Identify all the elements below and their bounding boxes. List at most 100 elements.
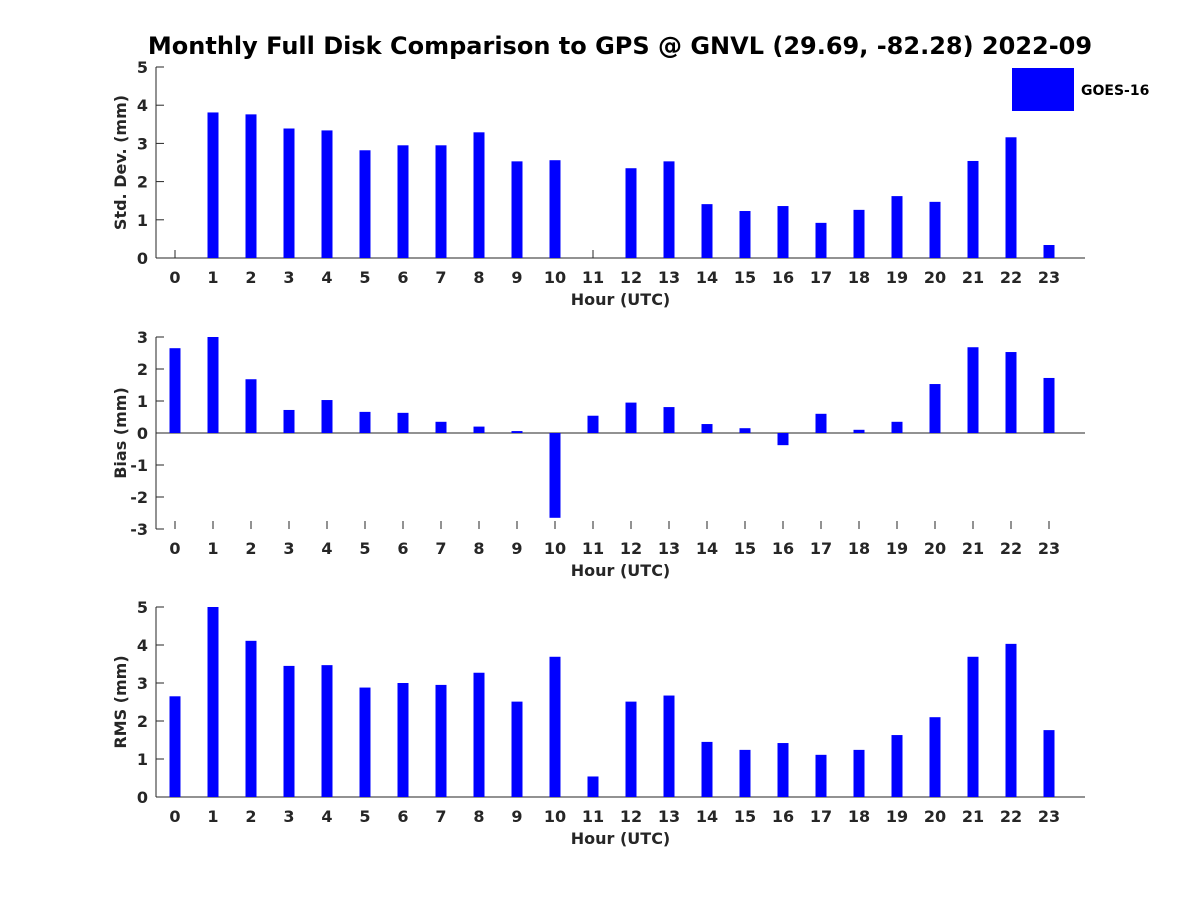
bar-hour-2 [245,640,257,797]
bar-hour-23 [1043,377,1055,433]
x-tick-label: 19 [886,539,908,558]
x-tick-label: 12 [620,268,642,287]
x-tick-label: 11 [582,539,604,558]
bar-hour-9 [511,161,523,258]
x-tick-label: 10 [544,268,566,287]
bar-hour-4 [321,665,333,797]
x-tick-label: 5 [359,268,370,287]
x-tick-label: 13 [658,807,680,826]
y-tick-label: 0 [137,788,148,807]
bar-hour-1 [207,607,219,797]
x-tick-label: 14 [696,539,718,558]
x-tick-label: 13 [658,268,680,287]
bar-hour-20 [929,201,941,258]
bar-hour-23 [1043,245,1055,258]
x-tick-label: 8 [473,807,484,826]
x-tick-label: 2 [245,539,256,558]
bar-hour-11 [587,776,599,797]
bar-hour-12 [625,701,637,797]
chart-title: Monthly Full Disk Comparison to GPS @ GN… [148,32,1092,60]
x-tick-label: 20 [924,539,946,558]
bar-hour-5 [359,411,371,433]
bar-hour-11 [587,415,599,433]
bar-hour-21 [967,347,979,433]
bar-hour-22 [1005,137,1017,258]
x-tick-label: 15 [734,807,756,826]
bar-hour-2 [245,114,257,258]
x-tick-label: 20 [924,807,946,826]
x-tick-label: 19 [886,807,908,826]
y-tick-label: 2 [137,360,148,379]
x-tick-label: 21 [962,268,984,287]
x-tick-label: 11 [582,807,604,826]
x-tick-label: 17 [810,268,832,287]
x-axis-label: Hour (UTC) [571,290,671,309]
x-tick-label: 8 [473,268,484,287]
x-tick-label: 0 [169,539,180,558]
bar-hour-6 [397,412,409,433]
x-tick-label: 18 [848,268,870,287]
y-tick-label: 5 [137,58,148,77]
x-tick-label: 9 [511,807,522,826]
bar-hour-9 [511,701,523,797]
bar-hour-2 [245,379,257,433]
bar-hour-8 [473,132,485,258]
bar-hour-19 [891,735,903,797]
bar-hour-9 [511,431,523,433]
y-tick-label: 1 [137,392,148,411]
y-axis-label: Std. Dev. (mm) [111,95,130,230]
y-tick-label: 3 [137,328,148,347]
x-tick-label: 17 [810,539,832,558]
legend-label-goes-16: GOES-16 [1081,83,1149,99]
y-tick-label: 3 [137,674,148,693]
bar-hour-4 [321,400,333,433]
x-tick-label: 16 [772,539,794,558]
x-tick-label: 16 [772,268,794,287]
bar-hour-6 [397,145,409,258]
y-tick-label: 0 [137,424,148,443]
x-tick-label: 15 [734,539,756,558]
x-tick-label: 23 [1038,807,1060,826]
bar-hour-22 [1005,643,1017,797]
bar-hour-5 [359,687,371,797]
bar-hour-21 [967,656,979,797]
y-tick-label: 4 [137,636,148,655]
y-tick-label: -2 [130,488,148,507]
x-tick-label: 8 [473,539,484,558]
bar-hour-19 [891,196,903,258]
x-tick-label: 13 [658,539,680,558]
x-tick-label: 15 [734,268,756,287]
x-tick-label: 18 [848,807,870,826]
y-tick-label: 1 [137,750,148,769]
x-tick-label: 22 [1000,807,1022,826]
x-tick-label: 20 [924,268,946,287]
x-tick-label: 23 [1038,268,1060,287]
bar-hour-7 [435,421,447,433]
bar-hour-10 [549,656,561,797]
x-tick-label: 4 [321,539,332,558]
y-tick-label: -3 [130,520,148,539]
bar-hour-13 [663,161,675,258]
bar-hour-10 [549,160,561,258]
bar-hour-13 [663,695,675,797]
x-tick-label: 19 [886,268,908,287]
y-tick-label: 5 [137,598,148,617]
x-tick-label: 22 [1000,539,1022,558]
x-tick-label: 3 [283,268,294,287]
x-tick-label: 5 [359,807,370,826]
y-tick-label: 3 [137,134,148,153]
x-tick-label: 4 [321,807,332,826]
x-tick-label: 11 [582,268,604,287]
bar-hour-19 [891,421,903,433]
x-tick-label: 3 [283,807,294,826]
x-tick-label: 4 [321,268,332,287]
x-tick-label: 21 [962,539,984,558]
x-tick-label: 22 [1000,268,1022,287]
bar-hour-13 [663,407,675,433]
x-tick-label: 12 [620,539,642,558]
bar-hour-14 [701,204,713,258]
